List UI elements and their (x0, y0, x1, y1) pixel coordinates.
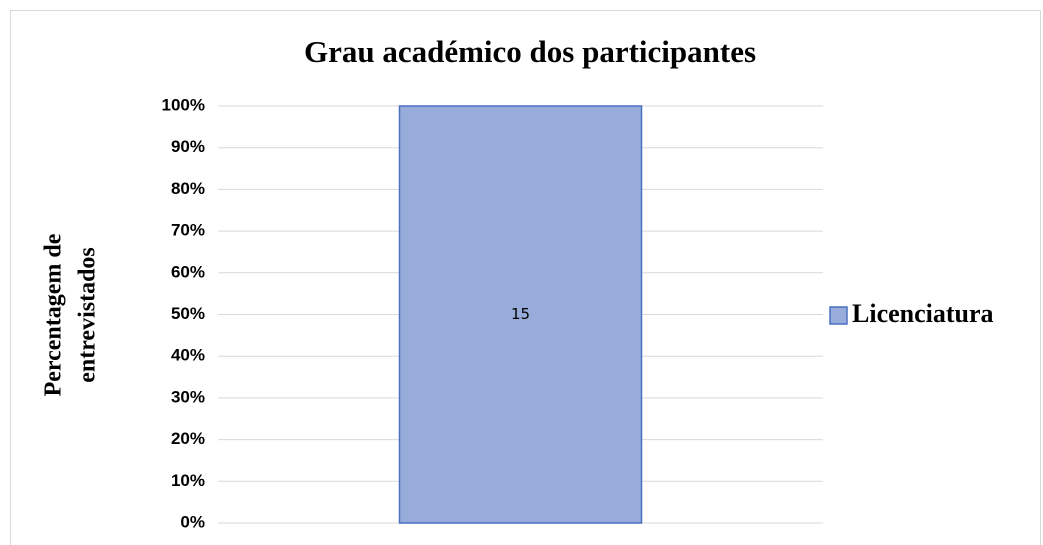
chart-title: Grau académico dos participantes (304, 34, 756, 69)
y-tick-label: 70% (171, 221, 205, 240)
legend-label: Licenciatura (852, 299, 994, 328)
data-label: 15 (511, 305, 530, 323)
y-axis-label-line: entrevistados (75, 247, 101, 383)
y-tick-label: 10% (171, 471, 205, 490)
y-tick-label: 30% (171, 387, 205, 406)
y-tick-label: 90% (171, 137, 205, 156)
y-tick-label: 20% (171, 429, 205, 448)
y-tick-label: 60% (171, 262, 205, 281)
y-axis-label-line: Percentagem de (41, 233, 67, 396)
y-tick-label: 0% (180, 512, 205, 531)
y-tick-label: 80% (171, 179, 205, 198)
y-axis-label: Percentagem de entrevistados (41, 233, 101, 396)
legend-swatch (829, 306, 848, 325)
y-tick-label: 100% (162, 95, 205, 114)
y-tick-label: 40% (171, 346, 205, 365)
y-tick-label: 50% (171, 304, 205, 323)
bar (398, 105, 643, 524)
